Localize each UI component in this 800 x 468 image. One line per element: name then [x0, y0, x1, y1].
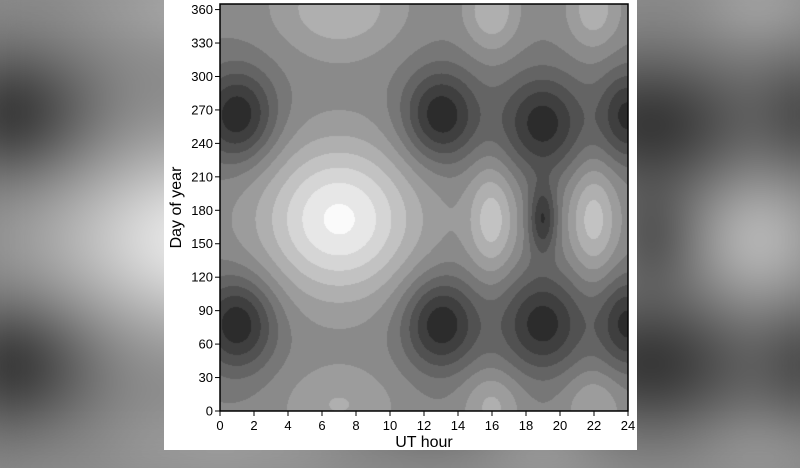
y-tick-label: 240 — [191, 136, 213, 151]
x-axis: 0 2 4 6 8 10 12 14 16 18 20 22 24 — [216, 411, 635, 433]
x-tick-label: 18 — [519, 418, 533, 433]
x-tick-label: 22 — [587, 418, 601, 433]
y-tick-label: 270 — [191, 102, 213, 117]
contour-chart: 0 2 4 6 8 10 12 14 16 18 20 22 24 030609012015018021… — [168, 2, 635, 450]
y-tick-label: 0 — [206, 404, 213, 419]
y-tick-label: 210 — [191, 169, 213, 184]
x-tick-label: 16 — [485, 418, 499, 433]
plot-layer — [219, 3, 629, 412]
x-tick-label: 24 — [621, 418, 635, 433]
x-tick-label: 6 — [318, 418, 325, 433]
x-tick-label: 10 — [383, 418, 397, 433]
y-tick-label: 90 — [199, 303, 213, 318]
x-tick-label: 8 — [352, 418, 359, 433]
y-tick-label: 300 — [191, 69, 213, 84]
x-axis-title: UT hour — [395, 434, 453, 450]
y-tick-label: 120 — [191, 270, 213, 285]
x-tick-label: 2 — [250, 418, 257, 433]
x-tick-label: 12 — [417, 418, 431, 433]
y-tick-label: 180 — [191, 203, 213, 218]
heatmap-contour-fill — [220, 4, 628, 411]
x-tick-label: 14 — [451, 418, 465, 433]
y-tick-label: 60 — [199, 337, 213, 352]
x-tick-label: 0 — [216, 418, 223, 433]
x-tick-label: 4 — [284, 418, 291, 433]
x-tick-label: 20 — [553, 418, 567, 433]
y-axis-title: Day of year — [168, 166, 185, 248]
y-tick-label: 360 — [191, 2, 213, 17]
y-tick-label: 330 — [191, 36, 213, 51]
y-tick-label: 150 — [191, 236, 213, 251]
y-axis: 0 30 60 90 120 150 180 210 240 270 300 330 360 — [191, 2, 220, 419]
y-tick-label: 30 — [199, 370, 213, 385]
